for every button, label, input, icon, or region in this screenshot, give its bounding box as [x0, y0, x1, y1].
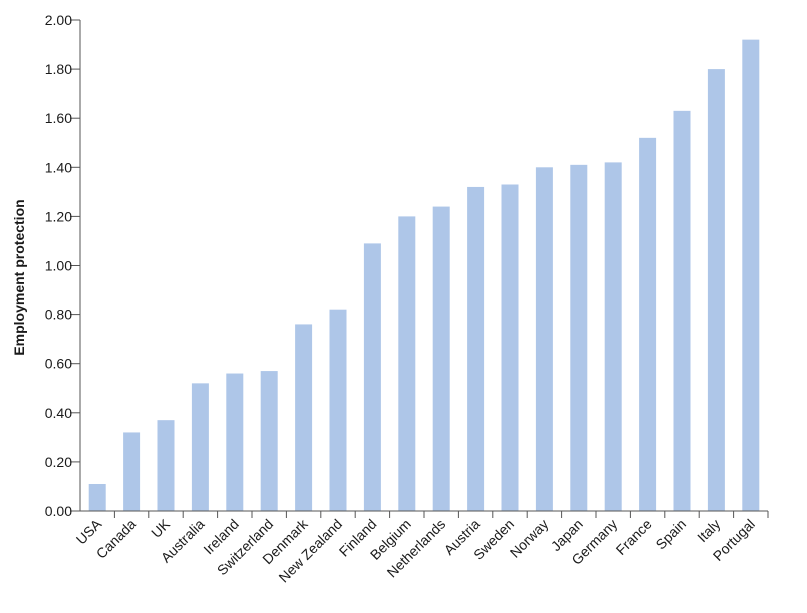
bar-france [639, 137, 657, 511]
y-tick-label: 0.20 [45, 454, 72, 470]
bar-germany [604, 162, 622, 511]
bars [88, 39, 760, 512]
y-tick-label: 1.80 [45, 61, 72, 77]
y-tick-label: 0.40 [45, 405, 72, 421]
bar-italy [707, 69, 725, 511]
y-tick-label: 0.00 [45, 503, 72, 519]
y-axis-label: Employment protection [11, 199, 27, 355]
x-category-label: Norway [507, 516, 552, 561]
x-category-label: UK [148, 515, 174, 541]
y-tick-label: 0.60 [45, 356, 72, 372]
bar-switzerland [260, 371, 278, 511]
y-tick-label: 1.20 [45, 208, 72, 224]
y-tick-label: 0.80 [45, 307, 72, 323]
y-axis-ticks: 0.00 0.20 0.40 0.60 0.80 1.00 1.20 1.40 1.60 1.80… [45, 12, 80, 519]
x-category-label: Italy [694, 516, 723, 545]
y-tick-label: 1.60 [45, 110, 72, 126]
y-tick-label: 1.40 [45, 159, 72, 175]
bar-australia [191, 383, 209, 511]
bar-finland [363, 243, 381, 511]
bar-austria [467, 186, 485, 511]
bar-new-zealand [329, 309, 347, 511]
x-category-label: Spain [652, 516, 689, 553]
bar-ireland [226, 373, 244, 511]
y-tick-label: 1.00 [45, 258, 72, 274]
bar-uk [157, 420, 175, 511]
bar-sweden [501, 184, 519, 512]
bar-spain [673, 110, 691, 512]
bar-canada [123, 432, 141, 511]
bar-portugal [742, 39, 760, 511]
bar-denmark [295, 324, 313, 511]
y-tick-label: 2.00 [45, 12, 72, 28]
bar-usa [88, 483, 106, 511]
bar-japan [570, 164, 588, 511]
bar-belgium [398, 216, 416, 511]
bar-netherlands [432, 206, 450, 511]
bar-norway [535, 167, 553, 512]
x-category-label: France [613, 516, 655, 558]
